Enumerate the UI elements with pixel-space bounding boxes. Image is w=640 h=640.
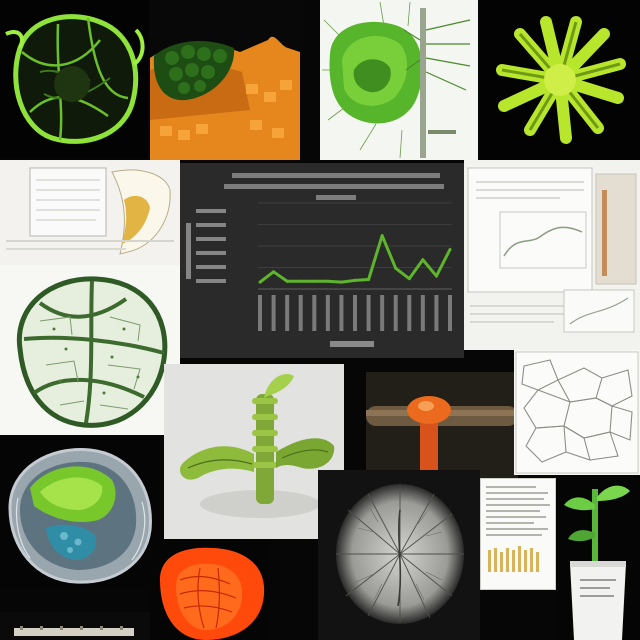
- chart-x-tick-label: [339, 295, 344, 331]
- chart-point: [367, 278, 371, 282]
- seedling-in-cup-image: [556, 475, 640, 640]
- chart-x-tick-label: [393, 295, 398, 331]
- chart-point: [448, 247, 452, 251]
- chart-x-tick-label: [285, 295, 290, 331]
- chart-point: [272, 270, 276, 274]
- chart-x-tick-label: [271, 295, 276, 331]
- green-cell-network-image: [0, 0, 148, 158]
- bottom-strip-photo: [0, 612, 150, 640]
- cell-outline-sketch-image: [514, 350, 640, 475]
- chart-point: [299, 279, 303, 283]
- green-seed-illustration-image: [320, 0, 478, 160]
- chart-point: [285, 279, 289, 283]
- chart-x-tick-label: [312, 295, 317, 331]
- chart-x-tick-label: [353, 295, 357, 331]
- chart-point: [434, 274, 438, 278]
- green-cell-cross-section-image: [0, 438, 160, 588]
- chart-x-tick-label: [380, 295, 385, 331]
- chart-point: [421, 258, 425, 262]
- chart-x-tick-label: [258, 295, 262, 331]
- orange-red-tissue-image: [150, 540, 270, 640]
- grey-radial-vein-disc-image: [318, 470, 480, 640]
- chart-point: [339, 280, 343, 284]
- chart-point: [326, 279, 330, 283]
- leaf-vein-cell-drawing-image: [0, 265, 180, 435]
- chart-x-tick-label: [325, 295, 330, 331]
- lime-fan-structure-image: [480, 0, 640, 160]
- chart-x-tick-label: [420, 295, 425, 331]
- chart-x-tick-label: [448, 295, 452, 331]
- text-document-sheet-image: [480, 478, 556, 590]
- green-3d-plant-structure-image: [164, 364, 344, 539]
- chart-x-tick-label: [298, 295, 303, 331]
- chart-point: [380, 234, 384, 238]
- document-sheet-left-image: [0, 160, 180, 265]
- line-chart: [180, 163, 464, 358]
- chart-point: [258, 280, 262, 284]
- chart-point: [353, 278, 357, 282]
- chart-point: [394, 266, 398, 270]
- chart-x-tick-label: [434, 295, 439, 331]
- chart-x-tick-label: [366, 295, 371, 331]
- chart-point: [407, 277, 411, 281]
- chart-point: [312, 279, 316, 283]
- line-chart-panel: [180, 163, 464, 358]
- chart-x-tick-label: [407, 295, 412, 331]
- orange-green-tissue-image: [150, 0, 300, 160]
- orange-stem-macro-photo: [366, 372, 518, 482]
- document-sheet-right-image: [464, 160, 640, 350]
